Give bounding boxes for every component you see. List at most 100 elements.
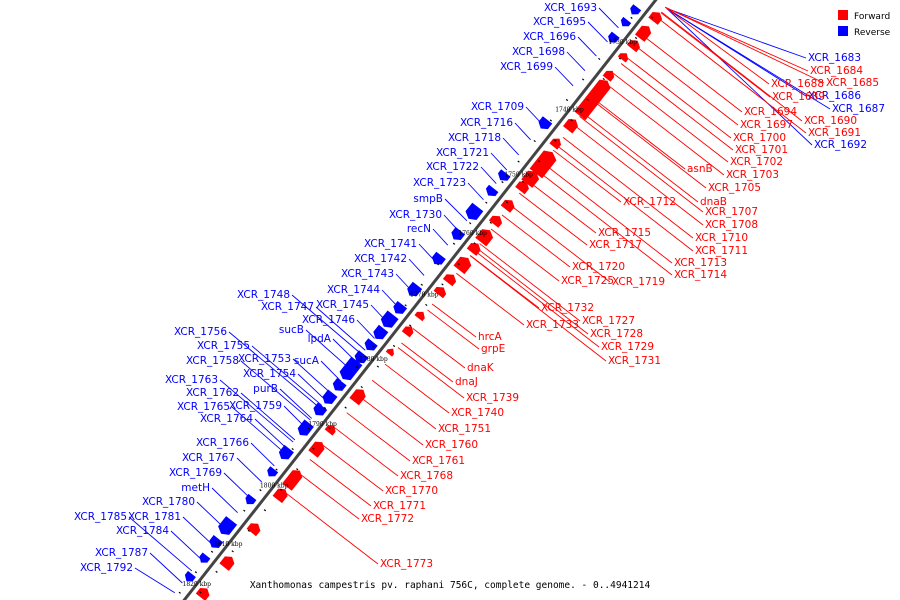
gene-label-dnab[interactable]: dnaB [700, 196, 727, 208]
forward-gene-3[interactable] [626, 40, 640, 53]
gene-label-xcr-1725[interactable]: XCR_1725 [561, 275, 614, 287]
gene-label-xcr-1754[interactable]: XCR_1754 [243, 368, 296, 380]
gene-label-xcr-1711[interactable]: XCR_1711 [695, 245, 748, 257]
reverse-gene-17[interactable] [339, 356, 363, 381]
reverse-gene-24[interactable] [245, 493, 257, 505]
gene-label-xcr-1687[interactable]: XCR_1687 [832, 103, 885, 115]
gene-label-xcr-1773[interactable]: XCR_1773 [380, 558, 433, 570]
reverse-gene-9[interactable] [451, 227, 466, 240]
gene-label-xcr-1767[interactable]: XCR_1767 [182, 452, 235, 464]
forward-gene-22[interactable] [385, 348, 394, 357]
gene-label-xcr-1745[interactable]: XCR_1745 [316, 299, 369, 311]
gene-label-xcr-1772[interactable]: XCR_1772 [361, 513, 414, 525]
gene-label-xcr-1695[interactable]: XCR_1695 [533, 16, 586, 28]
gene-label-xcr-1781[interactable]: XCR_1781 [128, 511, 181, 523]
gene-label-xcr-1746[interactable]: XCR_1746 [302, 314, 355, 326]
forward-gene-27[interactable] [272, 488, 288, 504]
gene-label-xcr-1739[interactable]: XCR_1739 [466, 392, 519, 404]
gene-label-xcr-1764[interactable]: XCR_1764 [200, 413, 253, 425]
gene-label-xcr-1714[interactable]: XCR_1714 [674, 269, 727, 281]
gene-label-smpb[interactable]: smpB [413, 193, 443, 205]
reverse-gene-22[interactable] [278, 444, 294, 460]
forward-gene-2[interactable] [635, 25, 652, 42]
gene-label-recn[interactable]: recN [407, 223, 431, 235]
reverse-gene-28[interactable] [184, 570, 196, 582]
forward-gene-26[interactable] [282, 470, 303, 491]
gene-label-xcr-1770[interactable]: XCR_1770 [385, 485, 438, 497]
forward-gene-28[interactable] [246, 523, 261, 537]
gene-label-xcr-1707[interactable]: XCR_1707 [705, 206, 758, 218]
forward-gene-13[interactable] [500, 199, 515, 213]
forward-gene-4[interactable] [617, 53, 629, 63]
gene-label-xcr-1742[interactable]: XCR_1742 [354, 253, 407, 265]
gene-label-xcr-1718[interactable]: XCR_1718 [448, 132, 501, 144]
reverse-gene-10[interactable] [432, 251, 446, 265]
forward-gene-20[interactable] [414, 311, 425, 322]
gene-label-xcr-1792[interactable]: XCR_1792 [80, 562, 133, 574]
reverse-gene-23[interactable] [267, 466, 279, 477]
gene-label-grpe[interactable]: grpE [481, 343, 505, 355]
gene-label-xcr-1785[interactable]: XCR_1785 [74, 511, 127, 523]
gene-label-purb[interactable]: purB [253, 383, 278, 395]
gene-label-dnaj[interactable]: dnaJ [455, 376, 478, 388]
reverse-gene-12[interactable] [393, 301, 408, 314]
gene-label-xcr-1717[interactable]: XCR_1717 [589, 239, 642, 251]
forward-gene-8[interactable] [563, 119, 578, 134]
gene-label-xcr-1690[interactable]: XCR_1690 [804, 115, 857, 127]
gene-label-xcr-1744[interactable]: XCR_1744 [327, 284, 380, 296]
gene-label-xcr-1712[interactable]: XCR_1712 [623, 196, 676, 208]
forward-gene-10[interactable] [529, 150, 557, 179]
gene-label-xcr-1755[interactable]: XCR_1755 [197, 340, 250, 352]
forward-gene-21[interactable] [401, 326, 414, 338]
reverse-gene-25[interactable] [218, 516, 238, 535]
gene-label-lpda[interactable]: lpdA [308, 333, 332, 345]
reverse-gene-26[interactable] [209, 535, 224, 548]
forward-gene-30[interactable] [195, 588, 210, 600]
gene-label-dnak[interactable]: dnaK [467, 362, 495, 374]
gene-label-xcr-1727[interactable]: XCR_1727 [582, 315, 635, 327]
gene-label-xcr-1761[interactable]: XCR_1761 [412, 455, 465, 467]
reverse-gene-27[interactable] [199, 552, 211, 563]
forward-gene-1[interactable] [648, 12, 663, 25]
gene-label-xcr-1766[interactable]: XCR_1766 [196, 437, 249, 449]
forward-gene-29[interactable] [219, 556, 235, 571]
gene-label-xcr-1784[interactable]: XCR_1784 [116, 525, 169, 537]
forward-gene-14[interactable] [488, 215, 503, 228]
gene-label-xcr-1765[interactable]: XCR_1765 [177, 401, 230, 413]
reverse-gene-21[interactable] [297, 419, 314, 436]
gene-label-xcr-1743[interactable]: XCR_1743 [341, 268, 394, 280]
forward-gene-23[interactable] [349, 389, 366, 406]
gene-label-xcr-1769[interactable]: XCR_1769 [169, 467, 222, 479]
gene-label-xcr-1691[interactable]: XCR_1691 [808, 127, 861, 139]
gene-label-xcr-1719[interactable]: XCR_1719 [612, 276, 665, 288]
gene-label-xcr-1780[interactable]: XCR_1780 [142, 496, 195, 508]
gene-label-xcr-1697[interactable]: XCR_1697 [740, 119, 793, 131]
forward-gene-15[interactable] [475, 229, 494, 247]
gene-label-xcr-1713[interactable]: XCR_1713 [674, 257, 727, 269]
gene-label-xcr-1771[interactable]: XCR_1771 [373, 500, 426, 512]
forward-gene-19[interactable] [433, 286, 447, 299]
reverse-gene-11[interactable] [407, 281, 423, 297]
reverse-gene-7[interactable] [485, 184, 499, 197]
gene-label-xcr-1748[interactable]: XCR_1748 [237, 289, 290, 301]
gene-label-xcr-1685[interactable]: XCR_1685 [826, 77, 879, 89]
gene-label-xcr-1686[interactable]: XCR_1686 [808, 90, 861, 102]
reverse-gene-4[interactable] [608, 31, 620, 43]
gene-label-xcr-1722[interactable]: XCR_1722 [426, 161, 479, 173]
gene-label-asnb[interactable]: asnB [687, 163, 713, 175]
gene-label-meth[interactable]: metH [181, 482, 210, 494]
forward-gene-9[interactable] [549, 138, 561, 150]
gene-label-xcr-1702[interactable]: XCR_1702 [730, 156, 783, 168]
gene-label-xcr-1740[interactable]: XCR_1740 [451, 407, 504, 419]
forward-gene-17[interactable] [453, 256, 472, 275]
reverse-gene-5[interactable] [538, 116, 553, 130]
gene-label-xcr-1701[interactable]: XCR_1701 [735, 144, 788, 156]
gene-label-sucb[interactable]: sucB [279, 324, 304, 336]
forward-gene-25[interactable] [308, 441, 325, 458]
reverse-gene-3[interactable] [620, 16, 632, 27]
reverse-gene-2[interactable] [630, 4, 642, 15]
reverse-gene-13[interactable] [380, 310, 399, 328]
gene-label-xcr-1716[interactable]: XCR_1716 [460, 117, 513, 129]
forward-gene-12[interactable] [515, 181, 529, 195]
reverse-gene-20[interactable] [313, 402, 328, 416]
